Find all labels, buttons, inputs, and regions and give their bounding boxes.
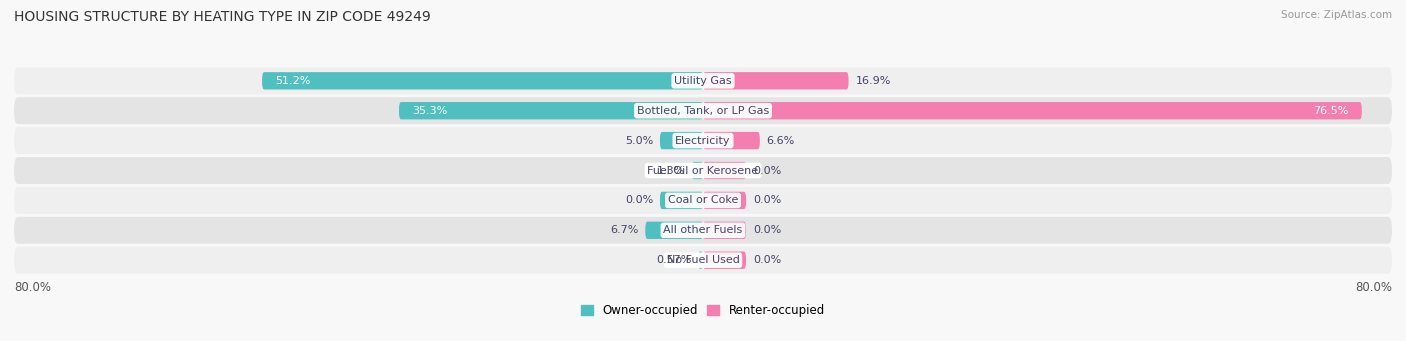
FancyBboxPatch shape	[14, 127, 1392, 154]
Text: 80.0%: 80.0%	[14, 281, 51, 294]
Text: 0.0%: 0.0%	[754, 165, 782, 176]
FancyBboxPatch shape	[14, 157, 1392, 184]
Text: 80.0%: 80.0%	[1355, 281, 1392, 294]
Text: All other Fuels: All other Fuels	[664, 225, 742, 235]
FancyBboxPatch shape	[399, 102, 703, 119]
Text: Coal or Coke: Coal or Coke	[668, 195, 738, 205]
Text: 0.0%: 0.0%	[754, 255, 782, 265]
Text: Bottled, Tank, or LP Gas: Bottled, Tank, or LP Gas	[637, 106, 769, 116]
FancyBboxPatch shape	[645, 222, 703, 239]
Legend: Owner-occupied, Renter-occupied: Owner-occupied, Renter-occupied	[576, 299, 830, 322]
FancyBboxPatch shape	[703, 162, 747, 179]
Text: 0.0%: 0.0%	[754, 195, 782, 205]
FancyBboxPatch shape	[703, 222, 747, 239]
FancyBboxPatch shape	[703, 132, 759, 149]
Text: 51.2%: 51.2%	[276, 76, 311, 86]
Text: 5.0%: 5.0%	[624, 136, 652, 146]
Text: HOUSING STRUCTURE BY HEATING TYPE IN ZIP CODE 49249: HOUSING STRUCTURE BY HEATING TYPE IN ZIP…	[14, 10, 430, 24]
Text: 6.6%: 6.6%	[766, 136, 794, 146]
FancyBboxPatch shape	[659, 192, 703, 209]
FancyBboxPatch shape	[14, 247, 1392, 273]
FancyBboxPatch shape	[703, 192, 747, 209]
Text: 35.3%: 35.3%	[412, 106, 447, 116]
Text: 76.5%: 76.5%	[1313, 106, 1348, 116]
Text: 16.9%: 16.9%	[855, 76, 891, 86]
FancyBboxPatch shape	[703, 72, 849, 89]
Text: Fuel Oil or Kerosene: Fuel Oil or Kerosene	[647, 165, 759, 176]
Text: 0.0%: 0.0%	[754, 225, 782, 235]
FancyBboxPatch shape	[14, 217, 1392, 244]
Text: Electricity: Electricity	[675, 136, 731, 146]
FancyBboxPatch shape	[703, 252, 747, 269]
Text: 1.3%: 1.3%	[657, 165, 685, 176]
Text: 0.57%: 0.57%	[655, 255, 692, 265]
FancyBboxPatch shape	[14, 187, 1392, 214]
Text: No Fuel Used: No Fuel Used	[666, 255, 740, 265]
FancyBboxPatch shape	[692, 162, 703, 179]
FancyBboxPatch shape	[262, 72, 703, 89]
Text: Source: ZipAtlas.com: Source: ZipAtlas.com	[1281, 10, 1392, 20]
FancyBboxPatch shape	[703, 102, 1362, 119]
FancyBboxPatch shape	[699, 252, 703, 269]
FancyBboxPatch shape	[14, 97, 1392, 124]
Text: 6.7%: 6.7%	[610, 225, 638, 235]
Text: 0.0%: 0.0%	[624, 195, 652, 205]
FancyBboxPatch shape	[14, 68, 1392, 94]
FancyBboxPatch shape	[659, 132, 703, 149]
Text: Utility Gas: Utility Gas	[675, 76, 731, 86]
